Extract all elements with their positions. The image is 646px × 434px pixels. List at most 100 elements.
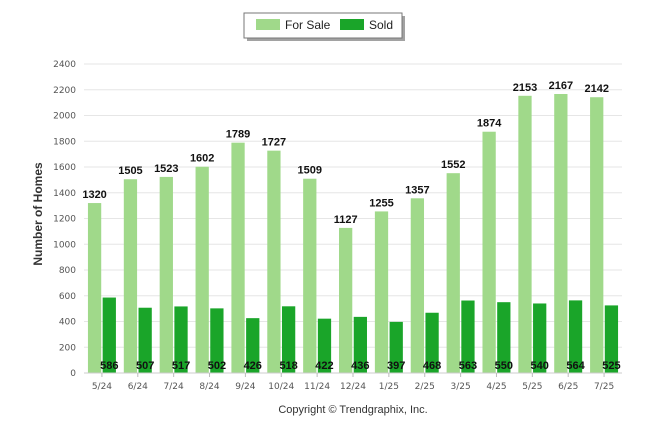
- data-label-for-sale: 1523: [154, 163, 178, 175]
- x-tick-label: 12/24: [340, 382, 366, 392]
- y-tick-label: 2000: [53, 112, 76, 122]
- y-tick-label: 600: [59, 292, 76, 302]
- data-label-sold: 436: [351, 360, 369, 372]
- y-axis-label: Number of Homes: [31, 162, 45, 266]
- data-label-sold: 540: [531, 360, 549, 372]
- legend-swatch-for-sale: [256, 19, 280, 30]
- data-label-for-sale: 1602: [190, 153, 214, 165]
- bar-sold: [533, 303, 547, 373]
- legend-label-for-sale: For Sale: [285, 18, 331, 32]
- y-tick-label: 1200: [53, 215, 76, 225]
- bar-sold: [138, 307, 152, 373]
- data-label-sold: 564: [566, 360, 585, 372]
- data-label-for-sale: 2167: [549, 80, 573, 92]
- bar-sold: [317, 318, 332, 373]
- bar-for-sale: [159, 176, 173, 373]
- grid: [84, 63, 622, 374]
- bar-sold: [568, 300, 583, 373]
- x-tick-label: 6/25: [558, 382, 578, 392]
- y-tick-label: 800: [59, 266, 76, 276]
- data-label-sold: 397: [387, 360, 405, 372]
- bar-sold: [461, 300, 475, 373]
- bar-sold: [425, 312, 439, 373]
- y-tick-label: 1800: [53, 137, 76, 147]
- x-tick-label: 8/24: [199, 382, 219, 392]
- x-tick-label: 6/24: [128, 382, 148, 392]
- data-label-for-sale: 1320: [82, 189, 106, 201]
- x-tick-label: 7/25: [594, 382, 614, 392]
- bar-for-sale: [231, 142, 245, 373]
- bar-sold: [102, 297, 116, 373]
- data-label-sold: 517: [172, 360, 190, 372]
- data-label-sold: 502: [208, 360, 226, 372]
- x-tick-label: 2/25: [415, 382, 435, 392]
- bar-for-sale: [339, 227, 353, 373]
- data-label-sold: 468: [423, 360, 441, 372]
- bar-for-sale: [518, 95, 532, 374]
- x-tick-label: 5/25: [522, 382, 542, 392]
- data-label-sold: 550: [495, 360, 513, 372]
- x-tick-label: 5/24: [92, 382, 112, 392]
- data-label-sold: 518: [279, 360, 297, 372]
- bar-sold: [353, 316, 367, 373]
- data-label-for-sale: 2142: [584, 83, 608, 95]
- x-tick-label: 1/25: [379, 382, 399, 392]
- data-label-for-sale: 1505: [118, 165, 142, 177]
- bar-sold: [497, 302, 511, 373]
- data-label-sold: 525: [602, 360, 620, 372]
- bar-sold: [604, 305, 619, 373]
- data-label-for-sale: 1789: [226, 129, 250, 141]
- bar-for-sale: [123, 179, 138, 373]
- y-tick-label: 2200: [53, 86, 76, 96]
- data-label-for-sale: 1727: [262, 137, 286, 149]
- y-tick-label: 2400: [53, 60, 76, 70]
- legend-label-sold: Sold: [369, 18, 393, 32]
- bar-for-sale: [590, 97, 604, 373]
- bar-for-sale: [195, 166, 209, 373]
- data-label-for-sale: 1127: [334, 214, 358, 226]
- x-tick-label: 11/24: [304, 382, 330, 392]
- data-label-for-sale: 1509: [298, 165, 322, 177]
- data-label-for-sale: 1357: [405, 184, 429, 196]
- data-label-for-sale: 2153: [513, 82, 537, 94]
- bar-sold: [246, 318, 260, 373]
- bar-for-sale: [554, 93, 568, 373]
- data-label-for-sale: 1552: [441, 159, 465, 171]
- x-tick-label: 3/25: [450, 382, 470, 392]
- bar-for-sale: [303, 178, 317, 373]
- legend: For Sale Sold: [243, 12, 405, 41]
- x-tick-label: 9/24: [235, 382, 255, 392]
- y-tick-label: 0: [70, 369, 76, 379]
- data-label-for-sale: 1255: [369, 197, 393, 209]
- data-label-sold: 586: [100, 360, 118, 372]
- data-label-for-sale: 1874: [477, 118, 502, 130]
- bar-for-sale: [446, 173, 460, 373]
- y-tick-label: 1600: [53, 163, 76, 173]
- copyright-text: Copyright © Trendgraphix, Inc.: [278, 404, 427, 416]
- x-tick-label: 10/24: [268, 382, 294, 392]
- y-tick-label: 200: [59, 343, 76, 353]
- bar-for-sale: [482, 131, 496, 373]
- data-label-sold: 422: [315, 360, 333, 372]
- y-tick-label: 1400: [53, 189, 76, 199]
- bar-for-sale: [87, 203, 102, 373]
- x-tick-label: 4/25: [486, 382, 506, 392]
- bar-sold: [210, 308, 224, 373]
- data-label-sold: 563: [459, 360, 477, 372]
- data-label-sold: 507: [136, 360, 154, 372]
- bar-sold: [174, 306, 188, 373]
- bar-for-sale: [267, 150, 281, 373]
- bar-for-sale: [374, 211, 389, 373]
- y-axis: 0 200 400 600 800 1000 1200 1400 1600 1800 2000 220…: [53, 60, 76, 379]
- y-tick-label: 1000: [53, 240, 76, 250]
- x-axis: 5/24 6/24 7/24 8/24 9/24 10/24 11/24 12/24 1/25 2…: [84, 372, 622, 392]
- bars: 1320 586 1505 507 1523 517 1602 502 1789 426 1727 5…: [82, 80, 621, 374]
- bar-sold: [281, 306, 296, 373]
- bar-sold: [389, 321, 403, 373]
- y-tick-label: 400: [59, 318, 76, 328]
- bar-for-sale: [410, 198, 425, 373]
- legend-swatch-sold: [340, 19, 364, 30]
- x-tick-label: 7/24: [164, 382, 184, 392]
- data-label-sold: 426: [244, 360, 262, 372]
